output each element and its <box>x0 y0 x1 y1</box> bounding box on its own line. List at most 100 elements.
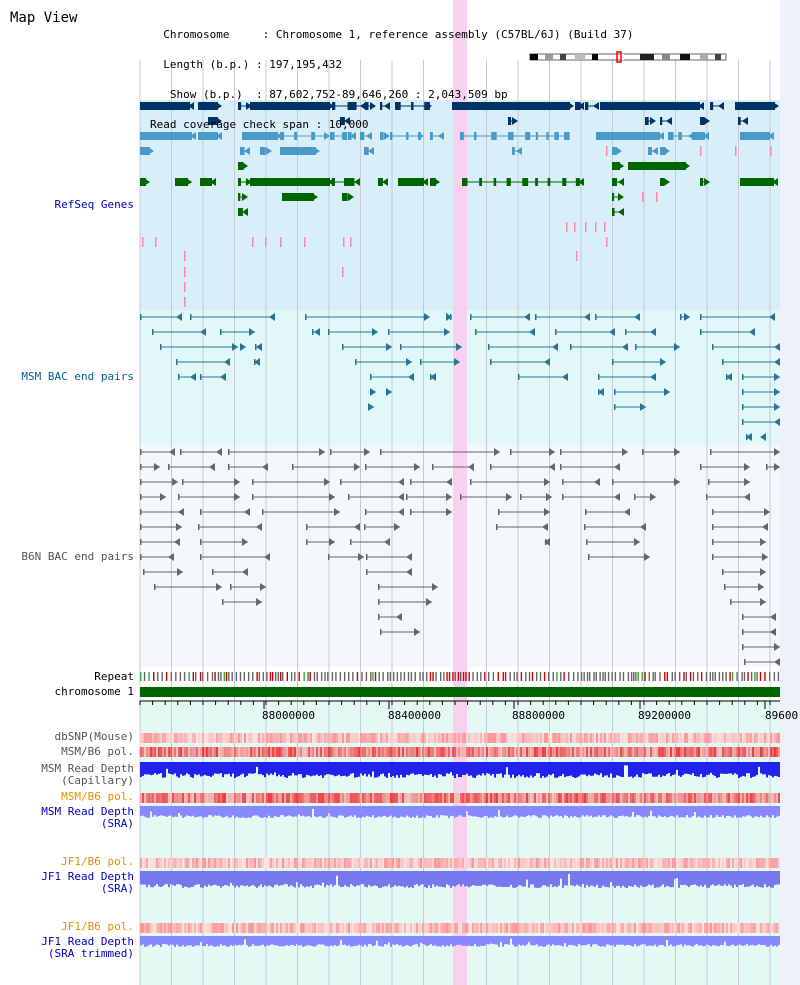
jf1-pol-heat <box>158 858 160 868</box>
jf1-depth-trimmed-bar <box>622 936 624 945</box>
track-label-msm-bac[interactable]: MSM BAC end pairs <box>21 370 134 383</box>
jf1-pol-trimmed-heat <box>686 923 688 933</box>
msm-depth-capillary-bar <box>776 762 778 777</box>
msm-pol-heat <box>608 747 610 757</box>
jf1-pol-heat <box>170 858 172 868</box>
jf1-depth-sra-bar <box>502 871 504 888</box>
msm-pol-sra-heat <box>248 793 250 803</box>
msm-pol-sra-heat <box>728 793 730 803</box>
msm-depth-sra-bar <box>482 806 484 818</box>
jf1-pol-heat <box>336 858 338 868</box>
dbsnp-heat <box>584 733 586 743</box>
bac-end-arrow <box>386 343 392 351</box>
jf1-depth-trimmed-bar <box>228 936 230 947</box>
bac-end-arrow <box>446 493 452 501</box>
dbsnp-heat <box>722 733 724 743</box>
msm-depth-capillary-bar <box>640 762 642 778</box>
msm-pol-heat <box>446 747 448 757</box>
msm-pol-heat <box>474 747 476 757</box>
jf1-pol-trimmed-heat <box>552 923 554 933</box>
dbsnp-heat <box>242 733 244 743</box>
repeat-mark <box>426 672 428 681</box>
bac-end-arrow <box>562 373 568 381</box>
jf1-depth-trimmed-bar <box>650 936 652 946</box>
dbsnp-heat <box>300 733 302 743</box>
repeat-mark <box>157 672 159 681</box>
jf1-pol-heat <box>548 858 550 868</box>
bac-end-arrow <box>396 613 402 621</box>
msm-pol-sra-heat <box>530 793 532 803</box>
refseq-variant-mark <box>280 237 282 247</box>
dbsnp-heat <box>388 733 390 743</box>
track-label-dbsnp[interactable]: dbSNP(Mouse) <box>54 730 134 743</box>
track-label-b6n-bac[interactable]: B6N BAC end pairs <box>21 550 134 563</box>
track-label-jf1-pol-1[interactable]: JF1/B6 pol. <box>61 855 134 868</box>
msm-depth-capillary-bar <box>560 762 562 777</box>
msm-pol-sra-heat <box>680 793 682 803</box>
dbsnp-heat <box>512 733 514 743</box>
jf1-depth-sra-bar <box>172 871 174 886</box>
jf1-pol-heat <box>700 858 702 868</box>
jf1-pol-heat <box>662 858 664 868</box>
msm-pol-sra-heat <box>426 793 428 803</box>
bac-end-left <box>460 494 462 500</box>
track-label-msm-pol-1[interactable]: MSM/B6 pol. <box>61 745 134 758</box>
msm-pol-sra-heat <box>688 793 690 803</box>
jf1-depth-trimmed-bar <box>642 936 644 944</box>
jf1-depth-trimmed-bar <box>414 936 416 945</box>
jf1-pol-trimmed-heat <box>202 923 204 933</box>
msm-depth-sra-bar <box>382 806 384 817</box>
dbsnp-heat <box>620 733 622 743</box>
repeat-mark <box>206 672 209 681</box>
msm-depth-capillary-bar <box>160 762 162 774</box>
jf1-pol-trimmed-heat <box>526 923 528 933</box>
msm-depth-sra-bar <box>604 806 606 816</box>
msm-pol-heat <box>460 747 462 757</box>
msm-depth-capillary-bar <box>140 762 142 777</box>
track-label-msm-depth-capillary[interactable]: MSM Read Depth (Capillary) <box>41 762 134 787</box>
dbsnp-heat <box>332 733 334 743</box>
jf1-depth-trimmed-bar <box>524 936 526 946</box>
jf1-depth-trimmed-bar <box>568 936 570 945</box>
jf1-depth-sra-bar <box>324 871 326 888</box>
jf1-pol-trimmed-heat <box>238 923 240 933</box>
bac-end-left <box>410 509 412 515</box>
msm-pol-sra-heat <box>778 793 780 803</box>
msm-depth-sra-bar <box>682 806 684 818</box>
jf1-pol-trimmed-heat <box>366 923 368 933</box>
track-label-msm-depth-sra[interactable]: MSM Read Depth (SRA) <box>41 805 134 830</box>
track-label-refseq[interactable]: RefSeq Genes <box>54 198 134 211</box>
jf1-depth-sra-bar <box>306 871 308 887</box>
dbsnp-heat <box>322 733 324 743</box>
track-label-jf1-depth-sra[interactable]: JF1 Read Depth (SRA) <box>41 870 134 895</box>
msm-depth-sra-bar <box>260 806 262 818</box>
msm-pol-sra-heat <box>320 793 322 803</box>
track-label-jf1-pol-2[interactable]: JF1/B6 pol. <box>61 920 134 933</box>
bac-end-left <box>220 329 222 335</box>
msm-pol-sra-heat <box>312 793 314 803</box>
msm-pol-sra-heat <box>408 793 410 803</box>
msm-pol-sra-heat <box>676 793 678 803</box>
bac-end-arrow <box>176 313 182 321</box>
jf1-depth-sra-bar <box>716 871 718 886</box>
jf1-pol-heat <box>512 858 514 868</box>
jf1-pol-heat <box>464 858 466 868</box>
msm-pol-sra-heat <box>490 793 492 803</box>
msm-depth-capillary-bar <box>474 762 476 778</box>
jf1-depth-trimmed-bar <box>156 936 158 945</box>
jf1-pol-trimmed-heat <box>634 923 636 933</box>
bac-end-arrow <box>544 358 550 366</box>
dbsnp-heat <box>346 733 348 743</box>
msm-pol-sra-heat <box>332 793 334 803</box>
jf1-pol-trimmed-heat <box>536 923 538 933</box>
msm-depth-sra-bar <box>168 806 170 816</box>
track-label-jf1-depth-trimmed[interactable]: JF1 Read Depth (SRA trimmed) <box>41 935 134 960</box>
msm-depth-capillary-bar <box>298 762 300 775</box>
jf1-pol-heat <box>364 858 366 868</box>
track-label-msm-pol-2[interactable]: MSM/B6 pol. <box>61 790 134 803</box>
jf1-depth-sra-bar <box>170 871 172 885</box>
repeat-mark <box>277 672 279 681</box>
dbsnp-heat <box>250 733 252 743</box>
jf1-pol-trimmed-heat <box>394 923 396 933</box>
